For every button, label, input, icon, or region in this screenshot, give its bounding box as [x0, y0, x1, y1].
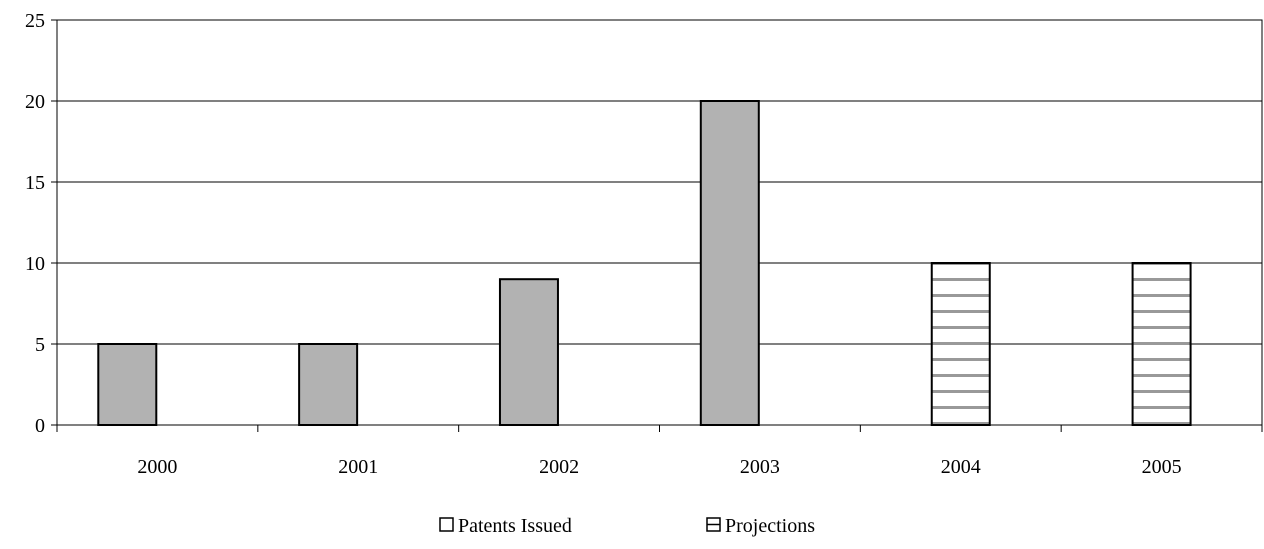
- gridlines: [57, 19, 1262, 345]
- legend-label: Projections: [725, 515, 815, 537]
- y-tick-label: 0: [35, 415, 45, 437]
- y-tick-label: 5: [35, 334, 45, 356]
- bar-projections-2004: [930, 262, 991, 426]
- x-tick-label: 2003: [740, 456, 780, 478]
- legend-label: Patents Issued: [458, 515, 572, 537]
- y-tick-label: 20: [25, 91, 45, 113]
- legend-swatch-patents-issued: [439, 517, 454, 532]
- bar-patents-issued-2003: [699, 100, 760, 426]
- bar-patents-issued-2002: [498, 278, 559, 427]
- bar-projections-2005: [1131, 262, 1192, 426]
- plot-area-border: [56, 19, 1263, 426]
- axes: 0 5 10 15 20 25 2000 2001 2002 2003 2004 2005: [25, 10, 1263, 478]
- bar-patents-issued-2000: [97, 343, 158, 426]
- y-tick-label: 15: [25, 172, 45, 194]
- bars: [97, 100, 1192, 427]
- y-tick-label: 25: [25, 10, 45, 32]
- legend: Patents Issued Projections: [439, 515, 815, 537]
- y-tick-label: 10: [25, 253, 45, 275]
- x-tick-label: 2002: [539, 456, 579, 478]
- x-tick-label: 2001: [338, 456, 378, 478]
- x-tick-label: 2005: [1142, 456, 1182, 478]
- x-tick-label: 2000: [137, 456, 177, 478]
- bar-patents-issued-2001: [298, 343, 359, 426]
- x-tick-label: 2004: [941, 456, 981, 478]
